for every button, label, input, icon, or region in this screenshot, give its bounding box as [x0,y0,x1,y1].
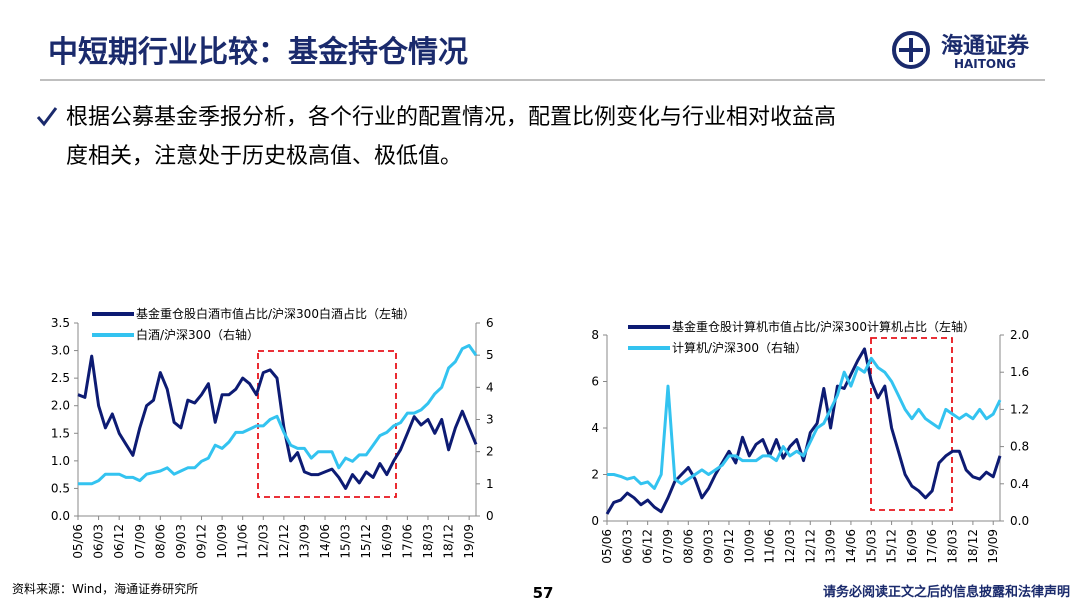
legend-label: 计算机/沪深300（右轴） [672,340,807,355]
y2-tick-label: 5 [486,348,494,362]
x-tick-label: 09/12 [722,529,736,564]
y-tick-label: 2.5 [51,371,70,385]
x-tick-label: 17/06 [400,524,414,559]
y-tick-label: 1.5 [51,426,70,440]
y2-tick-label: 0.4 [1010,477,1029,491]
logo-cn: 海通证券 [941,33,1030,59]
y-tick-label: 3.5 [51,316,70,330]
y-tick-label: 4 [591,421,599,435]
x-tick-label: 16/09 [380,524,394,559]
logo-en: HAITONG [954,57,1016,71]
y2-tick-label: 3 [486,413,494,427]
check-mark [36,107,58,127]
x-tick-label: 06/12 [641,529,655,564]
x-tick-label: 07/09 [661,529,675,564]
y2-tick-label: 1.6 [1010,365,1029,379]
slide-title: 中短期行业比较：基金持仓情况 [48,35,468,70]
y-tick-label: 0 [591,514,599,528]
series-line [607,356,1002,490]
y2-tick-label: 2.0 [1010,328,1029,342]
y-tick-label: 2.0 [51,399,70,413]
x-tick-label: 05/06 [71,524,85,559]
x-tick-label: 09/03 [702,529,716,564]
y-tick-label: 2 [591,468,599,482]
disclaimer: 请务必阅读正文之后的信息披露和法律声明 [823,584,1070,600]
y2-tick-label: 4 [486,380,494,394]
logo: 海通证券 HAITONG [892,31,1030,71]
x-tick-label: 18/03 [946,529,960,564]
x-tick-label: 09/03 [174,524,188,559]
bullet-line: 度相关，注意处于历史极高值、极低值。 [66,144,462,169]
x-tick-label: 15/12 [359,524,373,559]
y-tick-label: 0.0 [51,509,70,523]
y-tick-label: 0.5 [51,481,70,495]
y-tick-label: 1.0 [51,454,70,468]
y2-tick-label: 0.8 [1010,440,1029,454]
x-tick-label: 08/06 [681,529,695,564]
series-line [77,354,478,490]
source-note: 资料来源：Wind，海通证券研究所 [12,581,198,596]
x-tick-label: 18/03 [421,524,435,559]
legend-label: 基金重仓股计算机市值占比/沪深300计算机占比（左轴） [672,319,975,334]
x-tick-label: 14/06 [844,529,858,564]
logo-icon-cross [899,38,923,62]
page-number: 57 [533,584,554,602]
x-tick-label: 16/09 [905,529,919,564]
x-tick-label: 09/12 [195,524,209,559]
y2-tick-label: 1 [486,477,494,491]
x-tick-label: 18/12 [442,524,456,559]
y2-tick-label: 0 [486,509,494,523]
legend-label: 白酒/沪深300（右轴） [136,327,259,342]
x-tick-label: 06/12 [112,524,126,559]
x-tick-label: 05/06 [600,529,614,564]
x-tick-label: 15/03 [864,529,878,564]
x-tick-label: 07/09 [133,524,147,559]
x-tick-label: 06/03 [620,529,634,564]
x-tick-label: 19/09 [986,529,1000,564]
x-tick-label: 12/12 [803,529,817,564]
y2-tick-label: 1.2 [1010,402,1029,416]
y2-tick-label: 2 [486,445,494,459]
x-tick-label: 10/09 [215,524,229,559]
x-tick-label: 11/06 [236,524,250,559]
y-tick-label: 8 [591,328,599,342]
y2-tick-label: 0.0 [1010,514,1029,528]
x-tick-label: 19/09 [462,524,476,559]
x-tick-label: 15/12 [885,529,899,564]
x-tick-label: 11/06 [763,529,777,564]
x-tick-label: 17/06 [925,529,939,564]
x-tick-label: 13/09 [297,524,311,559]
logo-icon [892,31,930,69]
x-tick-label: 12/03 [256,524,270,559]
y-tick-label: 3.0 [51,344,70,358]
y-tick-label: 6 [591,375,599,389]
x-tick-label: 12/12 [277,524,291,559]
x-tick-label: 14/06 [318,524,332,559]
series-line [605,347,1002,515]
x-tick-label: 08/06 [153,524,167,559]
x-tick-label: 06/03 [92,524,106,559]
series-line [78,344,478,486]
x-tick-label: 10/09 [742,529,756,564]
x-tick-label: 13/09 [824,529,838,564]
y2-tick-label: 6 [486,316,494,330]
bullet-line: 根据公募基金季报分析，各个行业的配置情况，配置比例变化与行业相对收益高 [66,105,836,130]
legend-label: 基金重仓股白酒市值占比/沪深300白酒占比（左轴） [136,306,415,321]
highlight-box [870,337,953,511]
x-tick-label: 15/03 [339,524,353,559]
x-tick-label: 18/12 [966,529,980,564]
x-tick-label: 12/03 [783,529,797,564]
